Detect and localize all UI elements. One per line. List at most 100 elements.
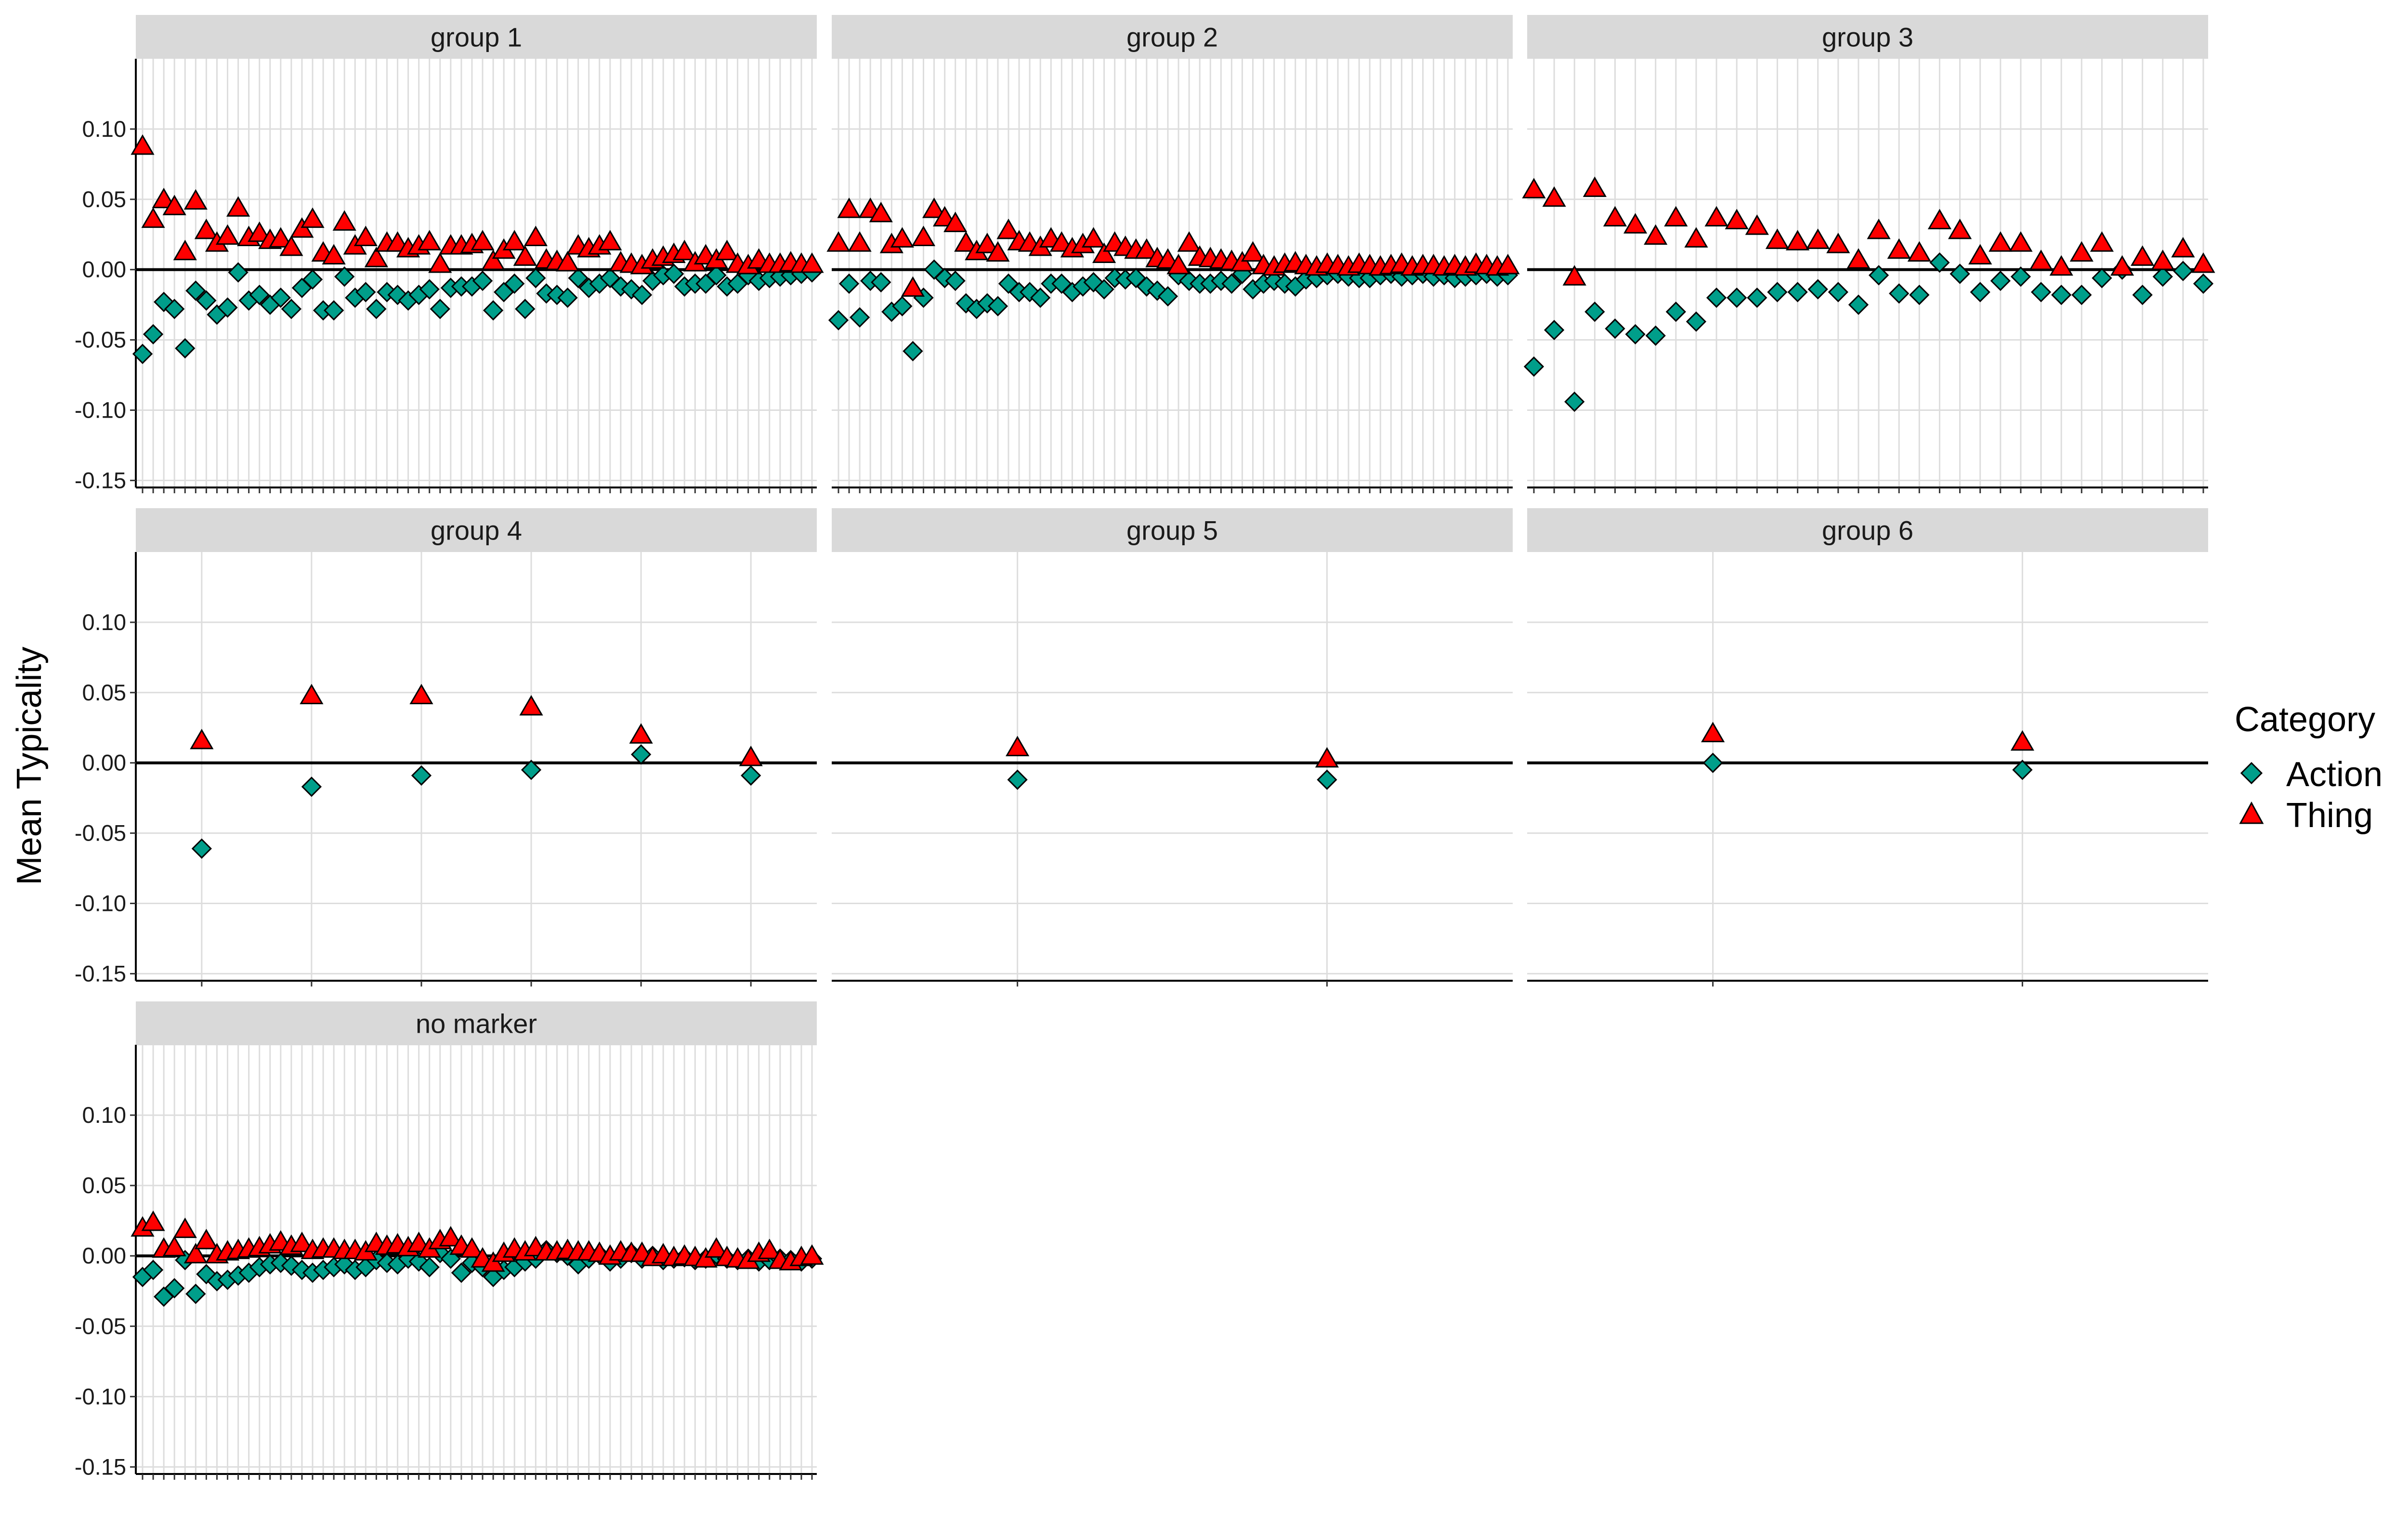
thing-point (1907, 241, 1931, 262)
y-tick-label: -0.05 (75, 327, 126, 353)
action-point (2172, 261, 2194, 281)
action-point (164, 1278, 185, 1299)
thing-point (2010, 730, 2034, 751)
thing-point (152, 187, 176, 209)
action-point (1544, 320, 1565, 341)
action-point (2132, 285, 2153, 305)
action-point (2051, 285, 2072, 305)
thing-point (183, 189, 208, 210)
action-point (1706, 287, 1727, 308)
thing-point (2131, 245, 2155, 266)
thing-point (1522, 178, 1546, 198)
thing-point (2069, 241, 2094, 262)
thing-point (598, 230, 622, 250)
action-point (419, 1257, 440, 1277)
thing-point (2029, 250, 2053, 270)
thing-point (301, 207, 325, 228)
action-point (1970, 282, 1990, 303)
y-tick-label: 0.00 (82, 1243, 126, 1268)
y-tick-label: 0.10 (82, 116, 126, 142)
thing-point (162, 1236, 186, 1257)
y-axis-title: Mean Typicality (10, 647, 49, 885)
panel-title-group-2: group 2 (1126, 22, 1218, 53)
y-tick-label: -0.15 (75, 467, 126, 493)
thing-point (194, 218, 218, 239)
thing-point (800, 252, 824, 273)
action-point (1605, 318, 1625, 339)
thing-point (332, 210, 356, 231)
thing-point (141, 1210, 165, 1231)
thing-point (1496, 253, 1520, 275)
thing-point (996, 218, 1021, 239)
action-point (557, 287, 578, 308)
action-point (191, 838, 212, 859)
thing-point (162, 195, 186, 215)
thing-point (519, 695, 543, 716)
action-point (568, 268, 589, 289)
thing-point (418, 230, 442, 250)
y-tick-label: 0.05 (82, 680, 126, 705)
thing-point (248, 221, 272, 242)
thing-point (739, 745, 763, 766)
thing-point (1846, 248, 1871, 269)
thing-point (1745, 214, 1769, 235)
thing-point (2110, 255, 2134, 276)
legend-entry-thing: Thing (2239, 796, 2373, 835)
y-tick-label: -0.05 (75, 1313, 126, 1339)
action-point (945, 270, 966, 291)
panel-strip-group-2 (832, 15, 1513, 59)
panel-title-group-1: group 1 (431, 22, 522, 53)
action-point (419, 279, 440, 300)
action-point (302, 269, 323, 290)
thing-point (826, 231, 851, 252)
points-group-5 (1006, 736, 1339, 790)
thing-point (215, 224, 240, 245)
thing-point (1241, 241, 1265, 262)
thing-point (954, 231, 978, 252)
thing-point (901, 276, 925, 297)
thing-point (226, 196, 250, 217)
action-point (515, 299, 536, 319)
panel-group-5: group 5 (832, 508, 1513, 987)
y-tick-label: -0.10 (75, 1383, 126, 1409)
points-group-2 (826, 197, 1520, 362)
action-point (1909, 285, 1930, 305)
panel-title-group-4: group 4 (431, 515, 522, 546)
action-point (185, 280, 206, 301)
thing-point (1006, 736, 1030, 757)
thing-point (1664, 206, 1688, 227)
panel-group-1: group 1 0.10 0.05 0.00 -0.05 -0.10 -0.15 (75, 15, 824, 493)
action-point (164, 299, 185, 319)
thing-point (2090, 231, 2114, 252)
thing-point (837, 197, 861, 218)
action-point (1665, 302, 1686, 322)
y-tick-label: 0.10 (82, 1102, 126, 1128)
panel-strip-group-3 (1527, 15, 2208, 59)
action-point (1625, 324, 1646, 345)
panel-group-2: group 2 (826, 15, 1520, 493)
thing-point (1765, 228, 1790, 249)
action-point (838, 273, 860, 294)
thing-point (1092, 242, 1116, 263)
action-point (185, 1283, 206, 1304)
thing-point (183, 1243, 208, 1263)
thing-point (1562, 265, 1586, 286)
thing-point (922, 197, 946, 218)
action-point (1828, 282, 1848, 303)
panel-strip-group-4 (136, 508, 817, 552)
panel-title-group-5: group 5 (1126, 515, 1218, 546)
thing-point (190, 728, 214, 750)
thing-point (1785, 230, 1810, 250)
legend: Category Action Thing (2235, 700, 2382, 835)
action-point (504, 273, 525, 294)
action-point (706, 265, 727, 286)
action-point (1990, 270, 2011, 291)
action-point (521, 760, 542, 780)
action-point (1929, 252, 1950, 273)
thing-point (1948, 218, 1972, 239)
thing-point (890, 227, 914, 248)
thing-point (704, 1237, 729, 1258)
legend-key-action-diamond (2240, 762, 2263, 785)
thing-point (758, 1238, 782, 1259)
action-point (1848, 294, 1869, 315)
